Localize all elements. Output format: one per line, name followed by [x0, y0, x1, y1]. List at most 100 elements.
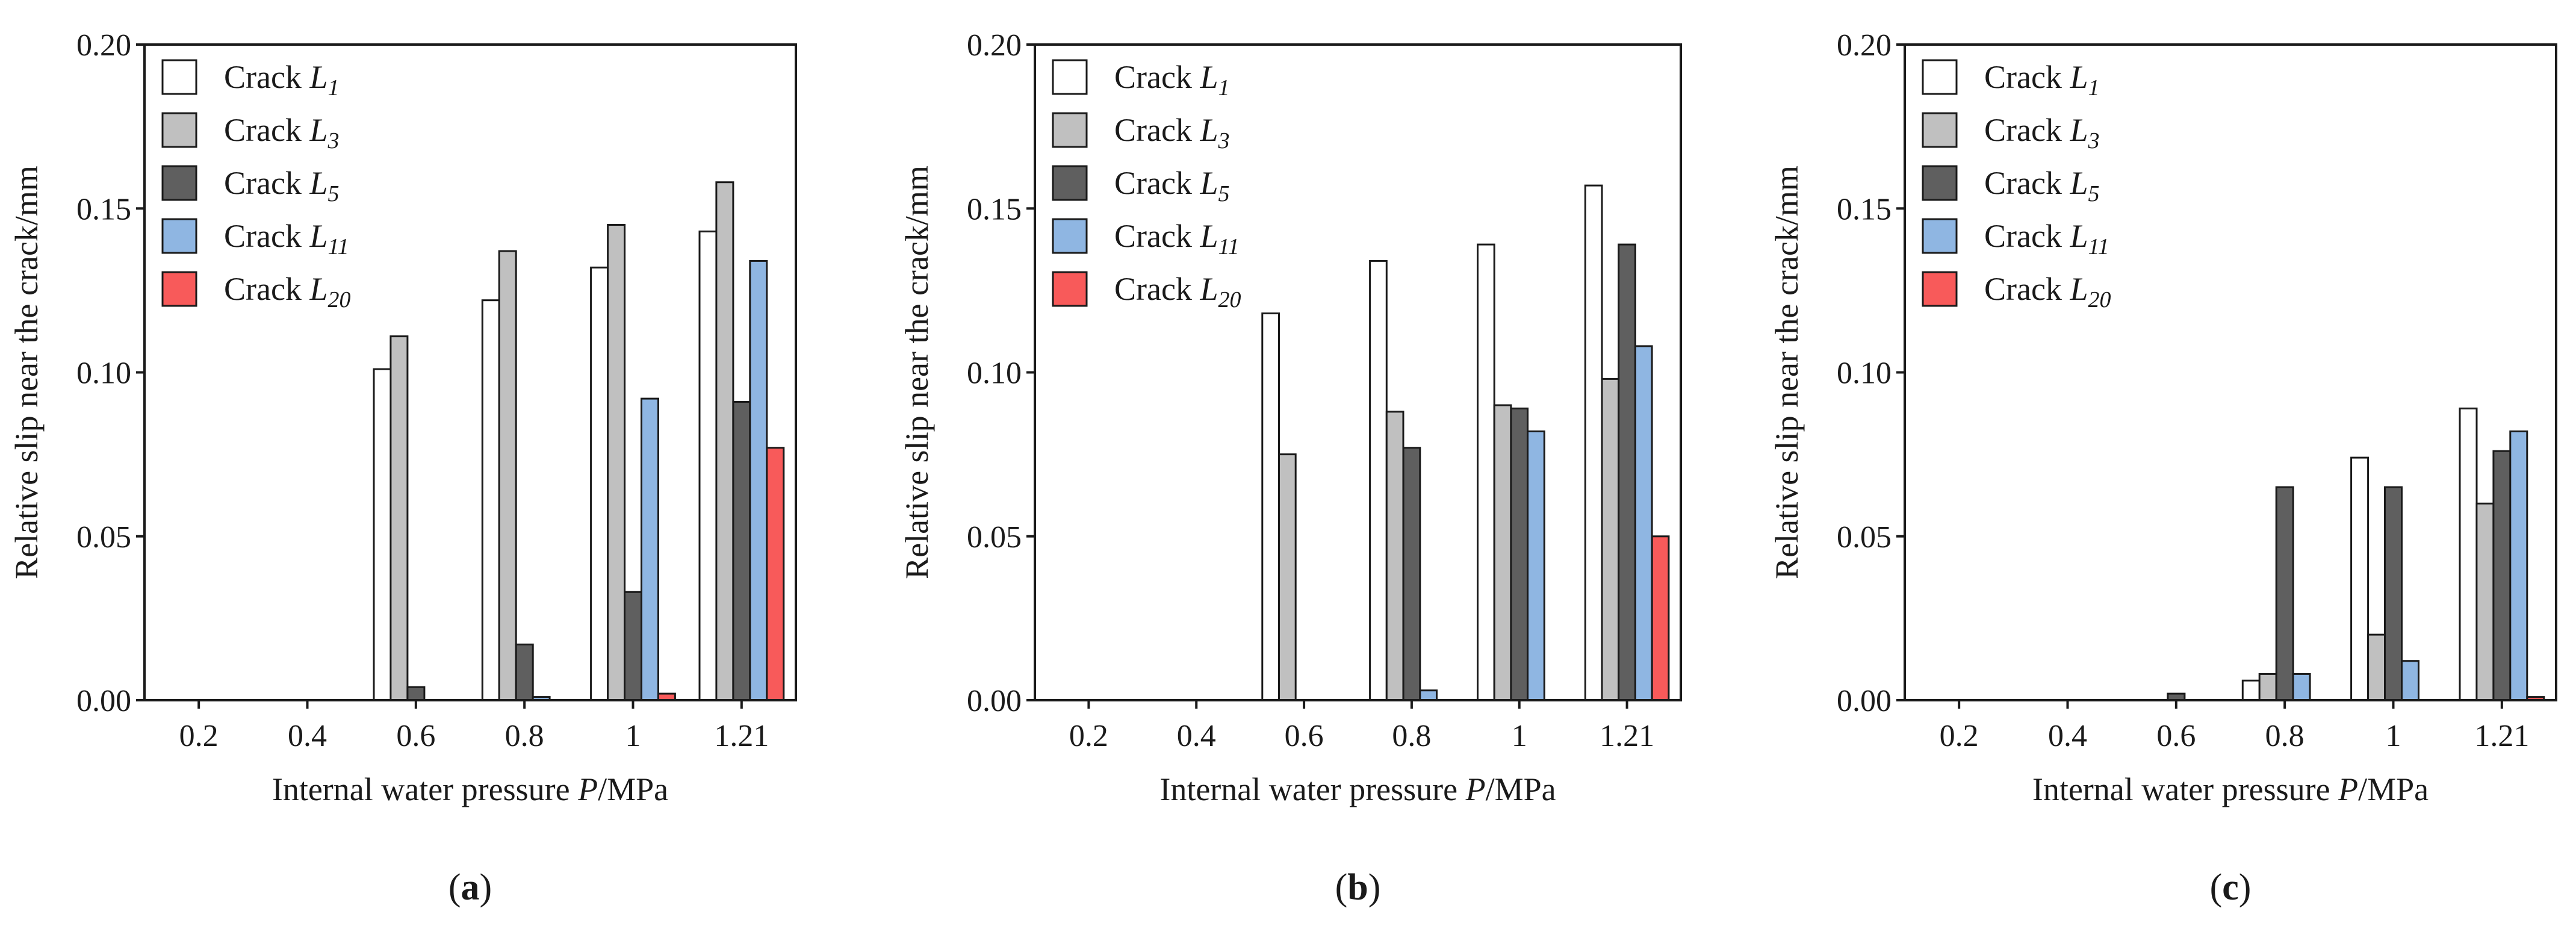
legend-swatch: [1922, 165, 1958, 201]
bars: [2167, 407, 2545, 701]
legend-subscript: 11: [2088, 234, 2109, 259]
y-tick-label: 0.00: [967, 684, 1022, 718]
y-tick-label: 0.15: [967, 192, 1022, 226]
bar-L5-1: [1510, 407, 1529, 701]
legend-entry: Crack L5: [1984, 165, 2099, 207]
legend-subscript: 11: [1218, 234, 1239, 259]
x-tick-label: 1.21: [714, 719, 769, 753]
legend-entry: Crack L1: [1984, 59, 2099, 101]
legend-entry: Crack L3: [1984, 112, 2099, 154]
x-axis-title-var: P: [1465, 771, 1486, 807]
legend-entry: Crack L5: [224, 165, 339, 207]
bars: [1261, 184, 1670, 701]
legend-var: L: [309, 165, 327, 201]
x-axis-title-unit: /MPa: [1486, 771, 1556, 807]
legend-var: L: [2069, 165, 2088, 201]
x-tick-label: 1.21: [1600, 719, 1654, 753]
bar-L5-0.8: [2275, 486, 2294, 701]
legend-var: L: [309, 271, 327, 307]
bar-L1-1.21: [698, 230, 718, 701]
y-axis-title: Relative slip near the crack/mm: [1769, 166, 1805, 579]
bar-L11-1: [2401, 660, 2419, 701]
bar-L11-1.21: [1634, 345, 1653, 701]
legend-swatch: [1922, 59, 1958, 95]
bar-L5-0.8: [515, 643, 534, 701]
x-tick-label: 0.8: [2265, 719, 2304, 753]
legend-entry: Crack L11: [1984, 218, 2109, 259]
bar-L1-1: [2350, 456, 2370, 701]
legend-label: Crack: [1114, 59, 1200, 95]
bar-L3-1.21: [2475, 502, 2495, 701]
chart-panel-c: 0.00 0.05 0.10 0.15 0.20 0.2 0.4 0.6 0.8 1 1.21 Int…: [1769, 28, 2557, 908]
x-axis-title-var: P: [2338, 771, 2358, 807]
bar-L3-1: [607, 224, 626, 701]
panel-label-letter: c: [2222, 867, 2239, 908]
legend-label: Crack: [1984, 271, 2070, 307]
bar-L1-1: [1477, 243, 1495, 701]
bars: [373, 181, 785, 701]
legend-entry: Crack L3: [1114, 112, 1229, 154]
axis-ticks: [1026, 43, 1628, 709]
bar-L3-0.8: [1385, 411, 1404, 701]
x-tick-label: 1: [2386, 719, 2401, 753]
panel-label: (a): [448, 867, 492, 908]
legend-label: Crack: [1984, 165, 2070, 201]
axis-ticks: [1896, 43, 2503, 709]
legend-var: L: [2069, 112, 2088, 148]
bar-L5-1: [2384, 486, 2403, 701]
x-tick-label: 0.2: [1069, 719, 1108, 753]
x-tick-label: 1: [625, 719, 641, 753]
legend-swatch: [1052, 271, 1088, 307]
legend-var: L: [2069, 218, 2088, 254]
x-tick-label: 0.4: [288, 719, 327, 753]
bar-L3-1.21: [715, 181, 734, 701]
legend-swatch: [1922, 271, 1958, 307]
bar-L11-0.8: [1419, 689, 1438, 701]
legend-var: L: [2069, 271, 2088, 307]
legend-swatch: [1052, 59, 1088, 95]
legend-label: Crack: [1984, 59, 2070, 95]
bar-L3-1.21: [1601, 378, 1620, 701]
legend-swatch: [161, 271, 197, 307]
legend-subscript: 5: [1218, 181, 1229, 207]
y-tick-label: 0.10: [76, 356, 131, 391]
legend-swatch: [1052, 165, 1088, 201]
y-tick-label: 0.15: [1837, 192, 1892, 226]
x-tick-label: 0.4: [1177, 719, 1216, 753]
legend-label: Crack: [224, 59, 309, 95]
legend-var: L: [309, 112, 327, 148]
bar-L5-1.21: [2492, 450, 2512, 701]
legend-entry: Crack L5: [1114, 165, 1229, 207]
legend-label: Crack: [1114, 218, 1200, 254]
legend-subscript: 3: [327, 128, 339, 154]
bar-L1-0.6: [373, 368, 392, 701]
legend-label: Crack: [1114, 112, 1200, 148]
panel-label-close: ): [2239, 867, 2252, 908]
panel-label-letter: a: [461, 867, 480, 908]
legend-var: L: [309, 218, 327, 254]
panel-label-open: (: [448, 867, 461, 908]
x-axis-title: Internal water pressure P/MPa: [2032, 771, 2429, 807]
x-axis-title-var: P: [577, 771, 598, 807]
bar-L3-0.8: [498, 250, 517, 701]
panel-label: (c): [2210, 867, 2252, 908]
panel-label-open: (: [1335, 867, 1348, 908]
bar-L5-1.21: [732, 401, 751, 701]
legend-swatch: [1052, 112, 1088, 148]
bar-L3-0.6: [390, 335, 409, 701]
legend-swatch: [161, 165, 197, 201]
legend-entry: Crack L20: [224, 271, 350, 312]
legend-entry: Crack L1: [224, 59, 339, 101]
bar-L1-0.8: [1369, 259, 1388, 701]
axis-ticks: [136, 43, 743, 709]
legend-var: L: [1199, 112, 1218, 148]
bar-L1-1.21: [1584, 184, 1603, 701]
x-axis-title-text: Internal water pressure: [2032, 771, 2338, 807]
x-axis-title-unit: /MPa: [598, 771, 668, 807]
x-tick-label: 0.6: [1285, 719, 1324, 753]
bar-L1-1: [590, 266, 609, 701]
legend-label: Crack: [224, 165, 309, 201]
legend-var: L: [1199, 59, 1218, 95]
